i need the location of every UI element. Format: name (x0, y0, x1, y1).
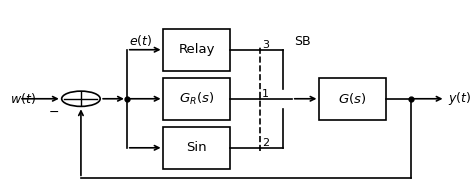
Text: $G_R(s)$: $G_R(s)$ (179, 91, 214, 107)
Text: $G(s)$: $G(s)$ (338, 91, 367, 106)
Circle shape (62, 91, 100, 106)
Text: 1: 1 (262, 89, 269, 99)
Text: Sin: Sin (186, 141, 207, 154)
Text: 2: 2 (262, 138, 269, 148)
Text: $w(t)$: $w(t)$ (10, 91, 36, 106)
Text: $-$: $-$ (48, 104, 59, 117)
Text: $y(t)$: $y(t)$ (448, 90, 471, 107)
FancyBboxPatch shape (164, 78, 230, 120)
Text: Relay: Relay (178, 43, 215, 56)
FancyBboxPatch shape (164, 29, 230, 71)
Text: $e(t)$: $e(t)$ (129, 33, 152, 48)
Text: 3: 3 (262, 40, 269, 50)
FancyBboxPatch shape (319, 78, 386, 120)
FancyBboxPatch shape (164, 127, 230, 169)
Text: SB: SB (294, 35, 311, 48)
